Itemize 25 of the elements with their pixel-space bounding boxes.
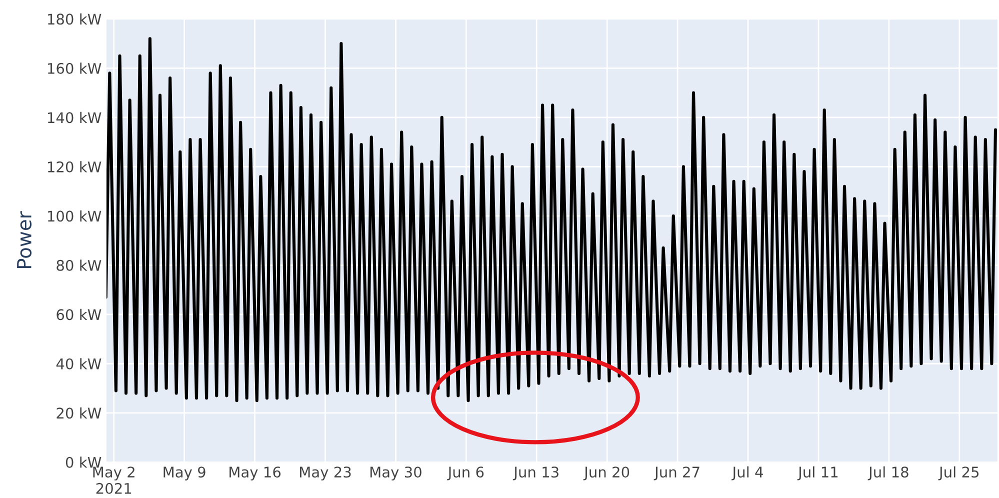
y-tick-label: 180 kW bbox=[48, 13, 102, 25]
y-tick-label: 120 kW bbox=[48, 161, 102, 172]
y-tick-label: 0 kW bbox=[66, 456, 102, 468]
x-tick-label: Jul 18 bbox=[868, 466, 908, 480]
x-tick-label: May 9 bbox=[164, 466, 206, 480]
x-tick-label: May 30 bbox=[370, 466, 422, 480]
x-tick-label: Jun 20 bbox=[583, 466, 630, 480]
y-tick-label: 100 kW bbox=[48, 210, 102, 222]
x-tick-label: May 23 bbox=[300, 466, 351, 480]
line-series bbox=[106, 37, 998, 402]
y-axis-title: Power bbox=[17, 211, 32, 268]
y-tick-label: 60 kW bbox=[56, 308, 102, 320]
x-tick-label: Jun 13 bbox=[512, 466, 558, 480]
x-tick-label: Jun 6 bbox=[447, 466, 484, 480]
x-tick-label: Jul 11 bbox=[797, 466, 838, 480]
x-tick-label: Jul 25 bbox=[938, 466, 979, 480]
y-tick-label: 80 kW bbox=[56, 260, 102, 271]
y-tick-label: 160 kW bbox=[48, 62, 102, 74]
x-tick-label: Jul 4 bbox=[732, 466, 763, 480]
y-tick-label: 20 kW bbox=[56, 407, 102, 419]
y-tick-label: 40 kW bbox=[56, 358, 102, 370]
x-tick-label: May 2 2021 bbox=[93, 466, 134, 494]
x-tick-label: May 16 bbox=[230, 466, 281, 480]
y-tick-label: 140 kW bbox=[48, 112, 102, 124]
x-tick-label: Jun 27 bbox=[654, 466, 700, 480]
